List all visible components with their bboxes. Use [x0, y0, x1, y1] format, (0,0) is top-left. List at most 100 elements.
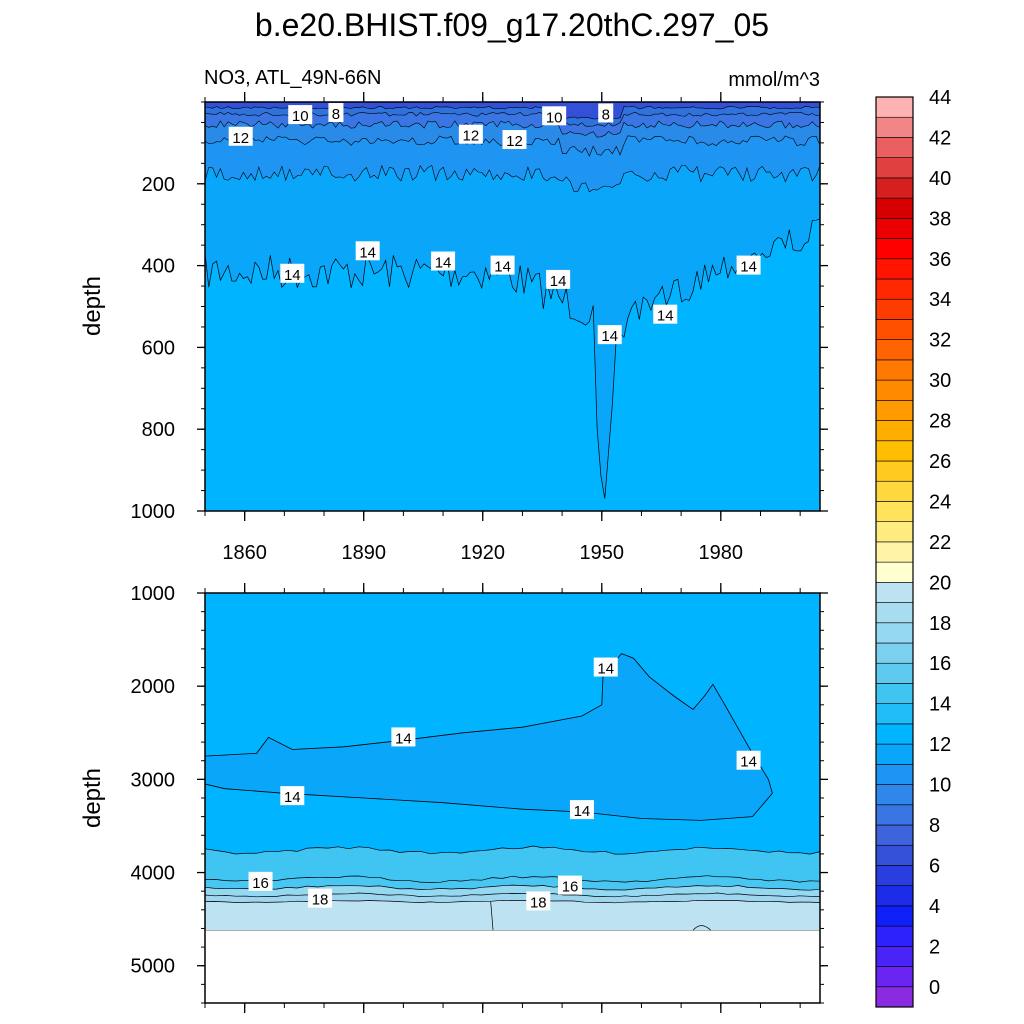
colorbar-swatch: [875, 966, 914, 988]
upper-contour-label: 14: [736, 255, 761, 276]
colorbar-swatch: [875, 137, 914, 158]
colorbar-swatch: [875, 784, 914, 806]
colorbar-label: 30: [929, 370, 951, 392]
colorbar-swatch: [875, 420, 914, 442]
lower-contour-label: 18: [308, 888, 333, 909]
colorbar-label: 42: [929, 127, 951, 149]
colorbar-label: 32: [929, 330, 951, 352]
colorbar-label: 36: [929, 249, 951, 271]
colorbar-swatch: [875, 642, 914, 664]
svg-text:14: 14: [550, 273, 567, 290]
upper-y-axis-label: depth: [79, 276, 106, 336]
lower-missing-area: [205, 930, 820, 1003]
svg-text:14: 14: [435, 255, 452, 272]
svg-text:14: 14: [740, 259, 757, 276]
x-tick-label: 1980: [699, 542, 744, 564]
colorbar-swatch: [875, 400, 914, 421]
colorbar-swatch: [875, 480, 914, 502]
lower-contour-label: 16: [558, 875, 583, 896]
colorbar-label: 0: [929, 977, 940, 999]
upper-contour-label: 12: [458, 124, 483, 145]
svg-text:14: 14: [284, 267, 301, 284]
colorbar-label: 34: [929, 289, 951, 311]
colorbar-swatch: [875, 359, 914, 381]
colorbar-label: 28: [929, 411, 951, 433]
upper-panel: 8 10 12 12 12 10 8 14 14 14 14 14 14 14 14 200 400 600 800…: [131, 92, 828, 564]
colorbar-label: 8: [929, 815, 940, 837]
colorbar-swatch: [875, 986, 914, 1008]
colorbar-swatch: [875, 177, 914, 199]
colorbar-swatch: [875, 804, 914, 826]
colorbar-label: 6: [929, 855, 940, 877]
colorbar: 0246810121416182022242628303234363840424…: [875, 87, 951, 1008]
lower-contour-label: 14: [391, 727, 416, 747]
colorbar-swatch: [875, 298, 914, 320]
colorbar-swatch: [875, 602, 914, 624]
svg-text:16: 16: [562, 879, 579, 896]
upper-contour-label: 14: [597, 325, 622, 345]
colorbar-swatch: [875, 925, 914, 947]
lower-contour-label: 14: [280, 786, 305, 806]
upper-contour-label: 8: [328, 103, 344, 123]
x-tick-label: 1860: [222, 542, 267, 564]
lower-y-tick-label: 2000: [131, 676, 176, 698]
lower-contour-label: 14: [736, 750, 761, 771]
colorbar-swatch: [875, 96, 914, 118]
svg-text:8: 8: [602, 106, 610, 123]
lower-y-tick-label: 1000: [131, 583, 176, 605]
x-tick-label: 1890: [341, 542, 386, 564]
upper-contour-label: 14: [490, 255, 515, 276]
colorbar-swatch: [875, 844, 914, 866]
svg-text:14: 14: [597, 661, 614, 678]
colorbar-swatch: [875, 339, 914, 361]
svg-text:18: 18: [530, 894, 547, 911]
colorbar-label: 20: [929, 572, 951, 594]
svg-text:14: 14: [359, 244, 376, 261]
colorbar-label: 26: [929, 451, 951, 473]
upper-y-tick-label: 800: [142, 419, 175, 441]
lower-contour-label: 14: [593, 657, 618, 678]
upper-contour-label: 10: [288, 105, 313, 125]
upper-contour-label: 14: [280, 263, 305, 284]
colorbar-label: 22: [929, 532, 951, 554]
chart-title: b.e20.BHIST.f09_g17.20thC.297_05: [255, 7, 769, 43]
colorbar-swatch: [875, 197, 914, 219]
colorbar-swatch: [875, 278, 914, 300]
x-tick-label: 1920: [460, 542, 505, 564]
colorbar-swatch: [875, 440, 914, 462]
x-tick-label: 1950: [580, 542, 625, 564]
colorbar-label: 38: [929, 208, 951, 230]
upper-contour-label: 12: [502, 130, 527, 150]
colorbar-swatch: [875, 238, 914, 260]
colorbar-swatch: [875, 460, 914, 482]
colorbar-swatch: [875, 157, 914, 179]
colorbar-swatch: [875, 905, 914, 927]
svg-text:14: 14: [574, 803, 591, 820]
svg-text:12: 12: [506, 133, 523, 150]
upper-contour-label: 10: [542, 106, 567, 126]
upper-y-tick-label: 600: [142, 337, 175, 359]
lower-y-tick-label: 5000: [131, 956, 176, 978]
colorbar-label: 16: [929, 653, 951, 675]
colorbar-label: 10: [929, 775, 951, 797]
svg-text:14: 14: [601, 328, 618, 345]
colorbar-swatch: [875, 582, 914, 603]
svg-text:14: 14: [395, 730, 412, 747]
subtitle-right: mmol/m^3: [728, 69, 820, 91]
svg-text:8: 8: [332, 106, 340, 123]
colorbar-swatch: [875, 865, 914, 886]
lower-y-axis-label: depth: [79, 768, 106, 828]
upper-contour-label: 14: [653, 304, 678, 325]
upper-region-12-14: [204, 101, 821, 499]
colorbar-swatch: [875, 521, 914, 543]
lower-panel: 14 14 14 14 14 16 18 16 18 1000 2000 3000 4000 5000: [131, 583, 828, 1013]
colorbar-label: 44: [929, 87, 951, 109]
upper-y-tick-label: 1000: [131, 501, 176, 523]
colorbar-swatch: [875, 743, 914, 765]
svg-text:10: 10: [292, 108, 309, 125]
colorbar-swatch: [875, 218, 914, 239]
colorbar-swatch: [875, 764, 914, 785]
colorbar-swatch: [875, 824, 914, 846]
upper-y-tick-label: 200: [142, 174, 175, 196]
